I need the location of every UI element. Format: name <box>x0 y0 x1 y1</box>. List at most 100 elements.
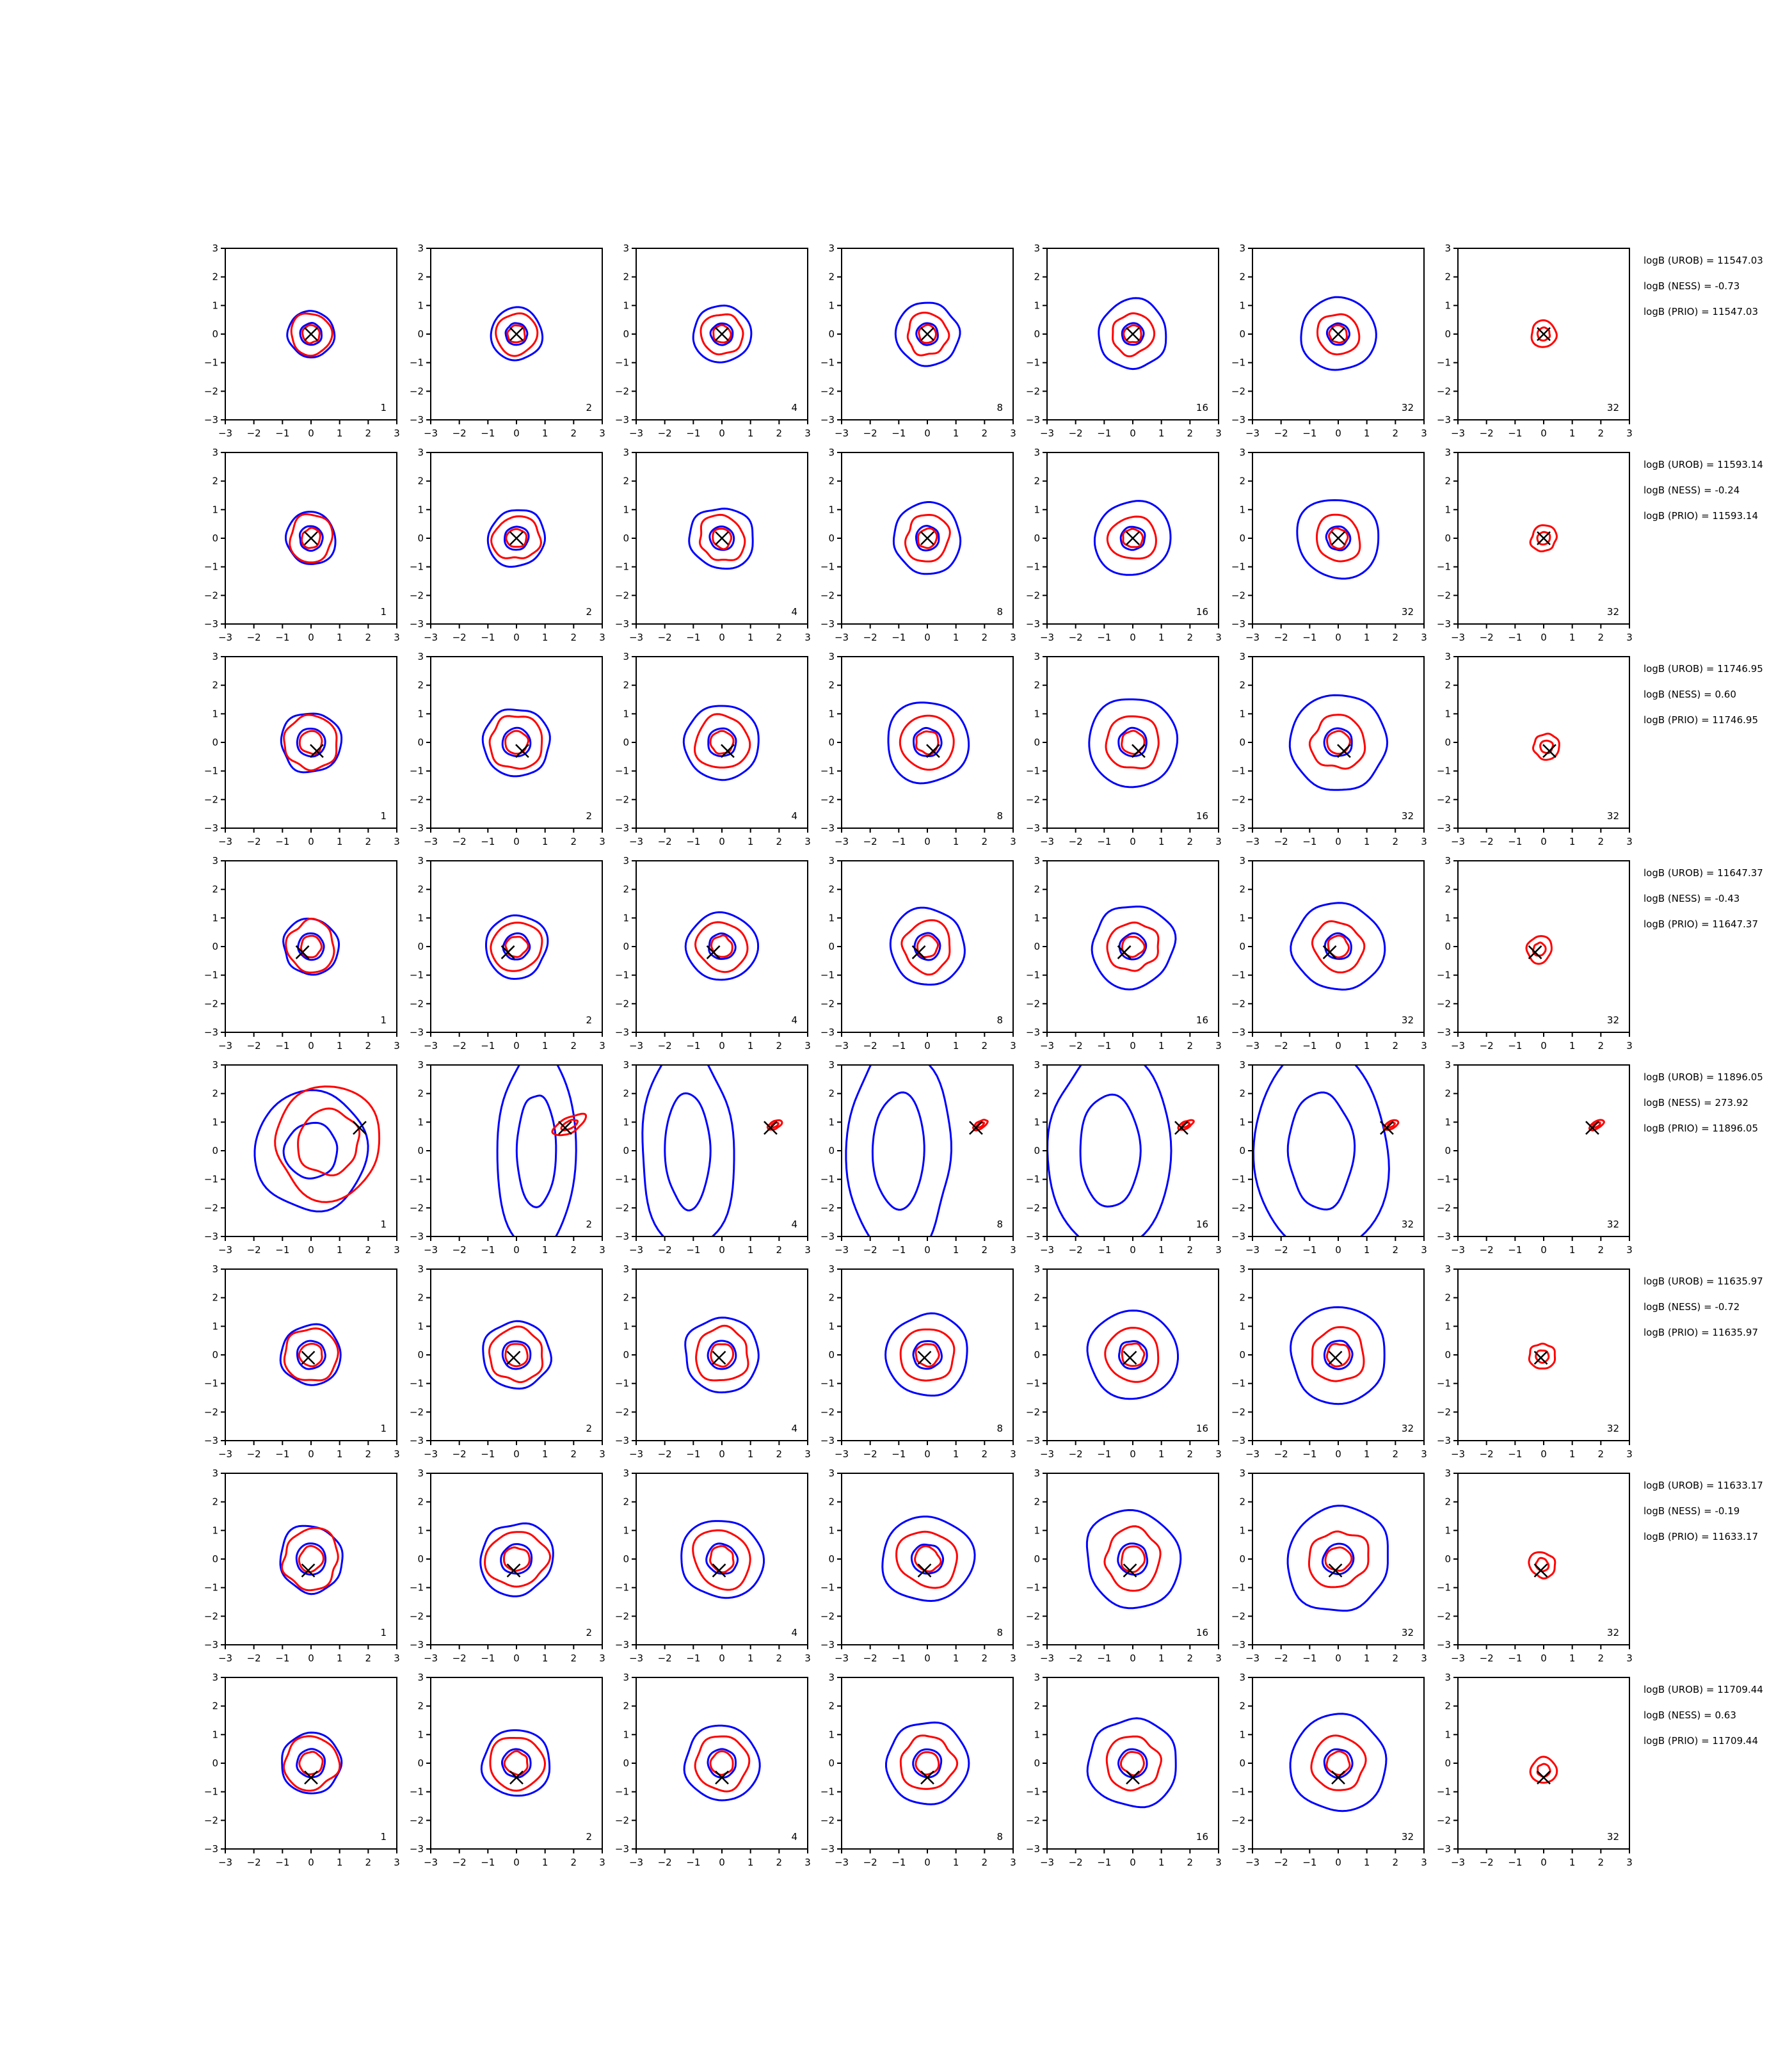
y-tick-label: −3 <box>820 414 835 426</box>
panel-frame <box>841 1677 1014 1850</box>
true-value-marker <box>509 1770 524 1785</box>
blue-contour-inner <box>1117 1748 1148 1779</box>
blue-contour-outer <box>641 1065 735 1236</box>
blue-contour-outer <box>1252 1065 1390 1236</box>
x-tick-label: 0 <box>1335 1448 1341 1460</box>
x-tick-label: 3 <box>804 1448 811 1460</box>
x-tick-label: 3 <box>394 428 400 439</box>
logB-annotation: logB (NESS) = -0.73 <box>1644 280 1740 292</box>
panel-r4-c5: −3 −2 −1 0 1 2 3 −3 −2 −1 0 1 2 3 16 <box>1026 855 1222 1052</box>
y-tick-label: 2 <box>1239 476 1245 487</box>
x-tick-label: 3 <box>599 632 605 643</box>
y-tick-label: 0 <box>212 1145 218 1156</box>
blue-contour-inner <box>910 1543 945 1575</box>
y-tick-label: 0 <box>1034 1349 1040 1361</box>
true-value-marker <box>301 1563 316 1578</box>
x-tick-label: 3 <box>1010 836 1016 847</box>
red-contour-inner <box>1324 1546 1353 1572</box>
y-tick-label: 1 <box>1239 504 1245 515</box>
panel-corner-label: 32 <box>1607 1219 1619 1230</box>
contour-layer <box>486 509 547 568</box>
blue-contour-outer <box>881 1516 976 1603</box>
x-tick-label: 1 <box>953 1448 959 1460</box>
x-tick-label: 0 <box>719 1244 725 1256</box>
y-tick-label: −1 <box>1231 1582 1245 1594</box>
y-tick-label: 0 <box>1444 941 1451 952</box>
y-tick-label: 3 <box>1444 1263 1451 1275</box>
blue-contour-outer <box>683 1724 761 1802</box>
blue-contour-outer <box>1290 902 1386 991</box>
x-tick-label: 1 <box>1569 1448 1576 1460</box>
x-tick-label: 0 <box>1335 836 1341 847</box>
y-tick-label: 0 <box>1444 1757 1451 1769</box>
x-tick-label: −2 <box>1069 1448 1083 1460</box>
x-tick-label: 0 <box>513 836 520 847</box>
blue-contour-outer <box>281 1731 343 1795</box>
y-tick-label: 2 <box>623 271 629 283</box>
panel-r7-c6: −3 −2 −1 0 1 2 3 −3 −2 −1 0 1 2 3 32 <box>1231 1468 1427 1664</box>
x-tick-label: −3 <box>1451 1857 1465 1868</box>
x-tick-label: 0 <box>1130 1857 1136 1868</box>
blue-contour-inner <box>707 1340 737 1370</box>
y-tick-label: 1 <box>623 912 629 924</box>
blue-contour-outer <box>680 1520 765 1599</box>
x-tick-label: 3 <box>1215 1652 1222 1664</box>
x-tick-label: −1 <box>892 1244 906 1256</box>
x-tick-label: 0 <box>719 836 725 847</box>
x-tick-label: −1 <box>481 1244 495 1256</box>
x-tick-label: −3 <box>218 632 232 643</box>
contour-layer <box>1091 906 1177 991</box>
y-tick-label: 3 <box>417 855 424 867</box>
logB-annotation: logB (UROB) = 11593.14 <box>1644 459 1763 470</box>
y-tick-label: −2 <box>204 1610 218 1622</box>
x-tick-label: 1 <box>337 1244 343 1256</box>
y-tick-label: −3 <box>615 1027 629 1038</box>
blue-contour-outer <box>282 917 340 976</box>
panel-frame <box>225 1677 397 1850</box>
y-tick-label: 1 <box>417 1116 424 1128</box>
blue-contour-outer <box>1288 694 1389 791</box>
red-contour-inner <box>504 730 530 755</box>
contour-layer <box>281 1731 343 1795</box>
contour-layer <box>490 306 544 362</box>
x-tick-label: −1 <box>275 632 289 643</box>
x-tick-label: 3 <box>394 1652 400 1664</box>
y-tick-label: 1 <box>212 708 218 719</box>
red-contour-outer <box>694 1735 751 1793</box>
x-tick-label: 0 <box>924 1652 931 1664</box>
x-tick-label: 0 <box>924 1244 931 1256</box>
x-tick-label: 0 <box>1540 836 1547 847</box>
red-contour-outer <box>495 312 539 357</box>
y-tick-label: 3 <box>1239 243 1245 254</box>
x-tick-label: 0 <box>308 1857 314 1868</box>
logB-annotation: logB (UROB) = 11633.17 <box>1644 1480 1763 1491</box>
true-value-marker <box>1123 1563 1137 1578</box>
y-tick-label: −3 <box>1231 414 1245 426</box>
x-tick-label: −3 <box>218 1040 232 1052</box>
panel-r5-c3: −3 −2 −1 0 1 2 3 −3 −2 −1 0 1 2 3 4 <box>615 1059 811 1256</box>
y-tick-label: 0 <box>623 328 629 340</box>
panel-corner-label: 2 <box>586 1219 592 1230</box>
x-tick-label: 3 <box>804 1652 811 1664</box>
x-tick-label: −1 <box>892 428 906 439</box>
panel-frame <box>1457 1064 1630 1237</box>
y-tick-label: −1 <box>1437 1582 1451 1594</box>
y-tick-label: 2 <box>417 1292 424 1304</box>
true-value-marker <box>917 1563 932 1578</box>
y-tick-label: −3 <box>1437 414 1451 426</box>
y-tick-label: 3 <box>1034 447 1040 458</box>
x-tick-label: 1 <box>542 632 548 643</box>
x-tick-label: 0 <box>308 632 314 643</box>
x-tick-label: 2 <box>776 836 783 847</box>
x-tick-label: −1 <box>1097 1652 1111 1664</box>
true-value-marker <box>295 945 310 959</box>
y-tick-label: −3 <box>820 1231 835 1242</box>
x-tick-label: −2 <box>247 1652 261 1664</box>
contour-layer <box>1290 902 1386 991</box>
y-tick-label: 1 <box>623 1320 629 1332</box>
x-tick-label: 0 <box>924 428 931 439</box>
x-tick-label: 0 <box>1540 632 1547 643</box>
y-tick-label: 3 <box>1239 1672 1245 1683</box>
y-tick-label: −3 <box>1026 822 1040 834</box>
y-tick-label: −1 <box>615 1174 629 1185</box>
